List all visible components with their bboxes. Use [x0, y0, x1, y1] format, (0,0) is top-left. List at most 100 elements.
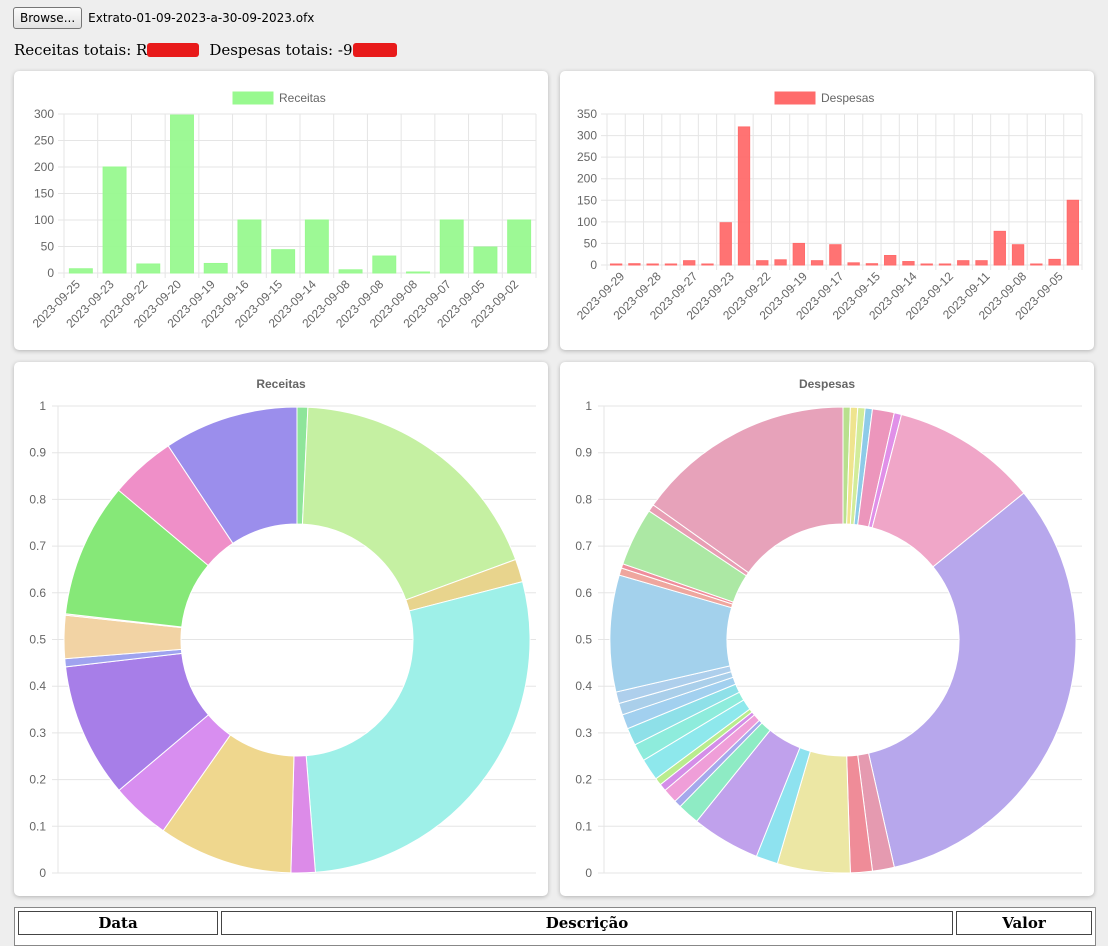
bar — [102, 166, 127, 274]
totals-line: Receitas totais: R Despesas totais: -9 — [14, 41, 397, 59]
y-tick-label: 100 — [34, 213, 54, 227]
y-tick-label: 0.5 — [575, 633, 592, 647]
y-tick-label: 0.1 — [29, 819, 46, 833]
bar — [136, 263, 161, 274]
despesas-pie-card: Despesas 0 0.1 0.2 0.3 0.4 0.5 0.6 0.7 0.8 0.9 1 — [560, 362, 1094, 896]
y-tick-label: 0.7 — [575, 539, 592, 553]
bar — [957, 260, 970, 266]
y-tick-label: 0.9 — [29, 446, 46, 460]
chart-title: Despesas — [799, 377, 855, 391]
redaction-mark — [352, 43, 397, 57]
y-tick-label: 150 — [34, 187, 54, 201]
column-header-valor: Valor — [956, 911, 1092, 935]
bar — [1048, 258, 1061, 266]
browse-button[interactable]: Browse... — [13, 7, 83, 29]
y-tick-label: 0.8 — [575, 492, 592, 506]
y-tick-label: 200 — [577, 172, 597, 186]
bar — [271, 249, 296, 274]
legend-swatch — [774, 91, 816, 105]
pie-slice — [305, 581, 531, 873]
y-tick-label: 0.9 — [575, 446, 592, 460]
bar — [902, 261, 915, 266]
y-tick-label: 0 — [585, 866, 592, 880]
y-tick-label: 0.1 — [575, 819, 592, 833]
despesas-bar-chart: Despesas0501001502002503003502023-09-292… — [574, 91, 1083, 323]
y-tick-label: 200 — [34, 160, 54, 174]
pie-slice — [867, 492, 1077, 868]
despesas-total-label: Despesas totais: — [209, 41, 338, 59]
legend-swatch — [232, 91, 274, 105]
y-tick-label: 1 — [585, 399, 592, 413]
bar — [628, 263, 641, 266]
bar — [646, 263, 659, 266]
bar — [938, 263, 952, 266]
bar — [774, 259, 787, 266]
bar — [756, 260, 769, 266]
pie-slice — [167, 406, 298, 545]
despesas-pie-chart: Despesas 0 0.1 0.2 0.3 0.4 0.5 0.6 0.7 0.8 0.9 1 — [575, 377, 1082, 880]
bar — [810, 260, 824, 266]
y-tick-label: 0.2 — [575, 773, 592, 787]
chart-title: Receitas — [256, 377, 306, 391]
bar — [1011, 244, 1025, 266]
pie-slice — [301, 406, 517, 601]
column-header-data: Data — [18, 911, 218, 935]
legend-label: Receitas — [279, 91, 326, 105]
bar — [664, 263, 678, 266]
bar — [237, 219, 262, 274]
bar — [406, 271, 430, 274]
pie-slice — [652, 406, 844, 574]
transactions-table: Data Descrição Valor — [14, 907, 1096, 946]
redaction-mark — [147, 43, 200, 57]
receitas-total-label: Receitas totais: — [14, 41, 137, 59]
receitas-bar-card: Receitas 0 50 100 150 200 250 300 2023-09-25 2023… — [14, 71, 548, 350]
selected-file-name: Extrato-01-09-2023-a-30-09-2023.ofx — [88, 11, 315, 25]
receitas-total-value: R — [136, 41, 148, 59]
y-tick-label: 0.3 — [29, 726, 46, 740]
bar — [975, 260, 988, 266]
bar — [473, 246, 498, 274]
bar — [1030, 263, 1043, 266]
bar — [338, 269, 363, 274]
y-tick-label: 0 — [39, 866, 46, 880]
bar — [609, 263, 623, 266]
bar — [829, 244, 842, 266]
bar — [304, 219, 329, 274]
y-tick-label: 250 — [34, 134, 54, 148]
y-tick-label: 150 — [577, 193, 597, 207]
y-tick-label: 0 — [47, 266, 54, 280]
y-tick-label: 0.3 — [575, 726, 592, 740]
receitas-pie-card: Receitas 0 0.1 0.2 0.3 0.4 0.5 0.6 0.7 0.8 0.9 1 — [14, 362, 548, 896]
y-tick-label: 0.4 — [29, 679, 46, 693]
bar — [1066, 199, 1080, 266]
y-tick-label: 250 — [577, 150, 597, 164]
receitas-bar-chart: Receitas0501001502002503002023-09-252023… — [30, 91, 537, 331]
y-tick-label: 0.7 — [29, 539, 46, 553]
bar — [719, 222, 732, 266]
bar — [993, 230, 1006, 266]
y-tick-label: 300 — [577, 129, 597, 143]
bar — [507, 219, 532, 274]
y-tick-label: 0.6 — [575, 586, 592, 600]
y-tick-label: 0.8 — [29, 492, 46, 506]
y-tick-label: 1 — [39, 399, 46, 413]
bar — [372, 255, 397, 274]
file-picker: Browse... Extrato-01-09-2023-a-30-09-202… — [13, 7, 314, 29]
y-tick-label: 0.6 — [29, 586, 46, 600]
y-tick-label: 50 — [41, 240, 55, 254]
bar — [683, 260, 696, 266]
bar — [792, 242, 805, 266]
bar — [865, 263, 879, 266]
bar — [701, 263, 714, 266]
y-tick-label: 0.5 — [29, 633, 46, 647]
bar — [884, 255, 897, 266]
y-tick-label: 300 — [34, 107, 54, 121]
y-tick-label: 50 — [584, 236, 598, 250]
despesas-bar-card: Despesas 0 50 100 150 200 250 300 350 2023-09-29 2… — [560, 71, 1094, 350]
bar — [170, 114, 194, 274]
y-tick-label: 0.4 — [575, 679, 592, 693]
bar — [203, 262, 228, 274]
bar — [68, 268, 93, 274]
column-header-descricao: Descrição — [221, 911, 953, 935]
bar — [439, 219, 464, 274]
